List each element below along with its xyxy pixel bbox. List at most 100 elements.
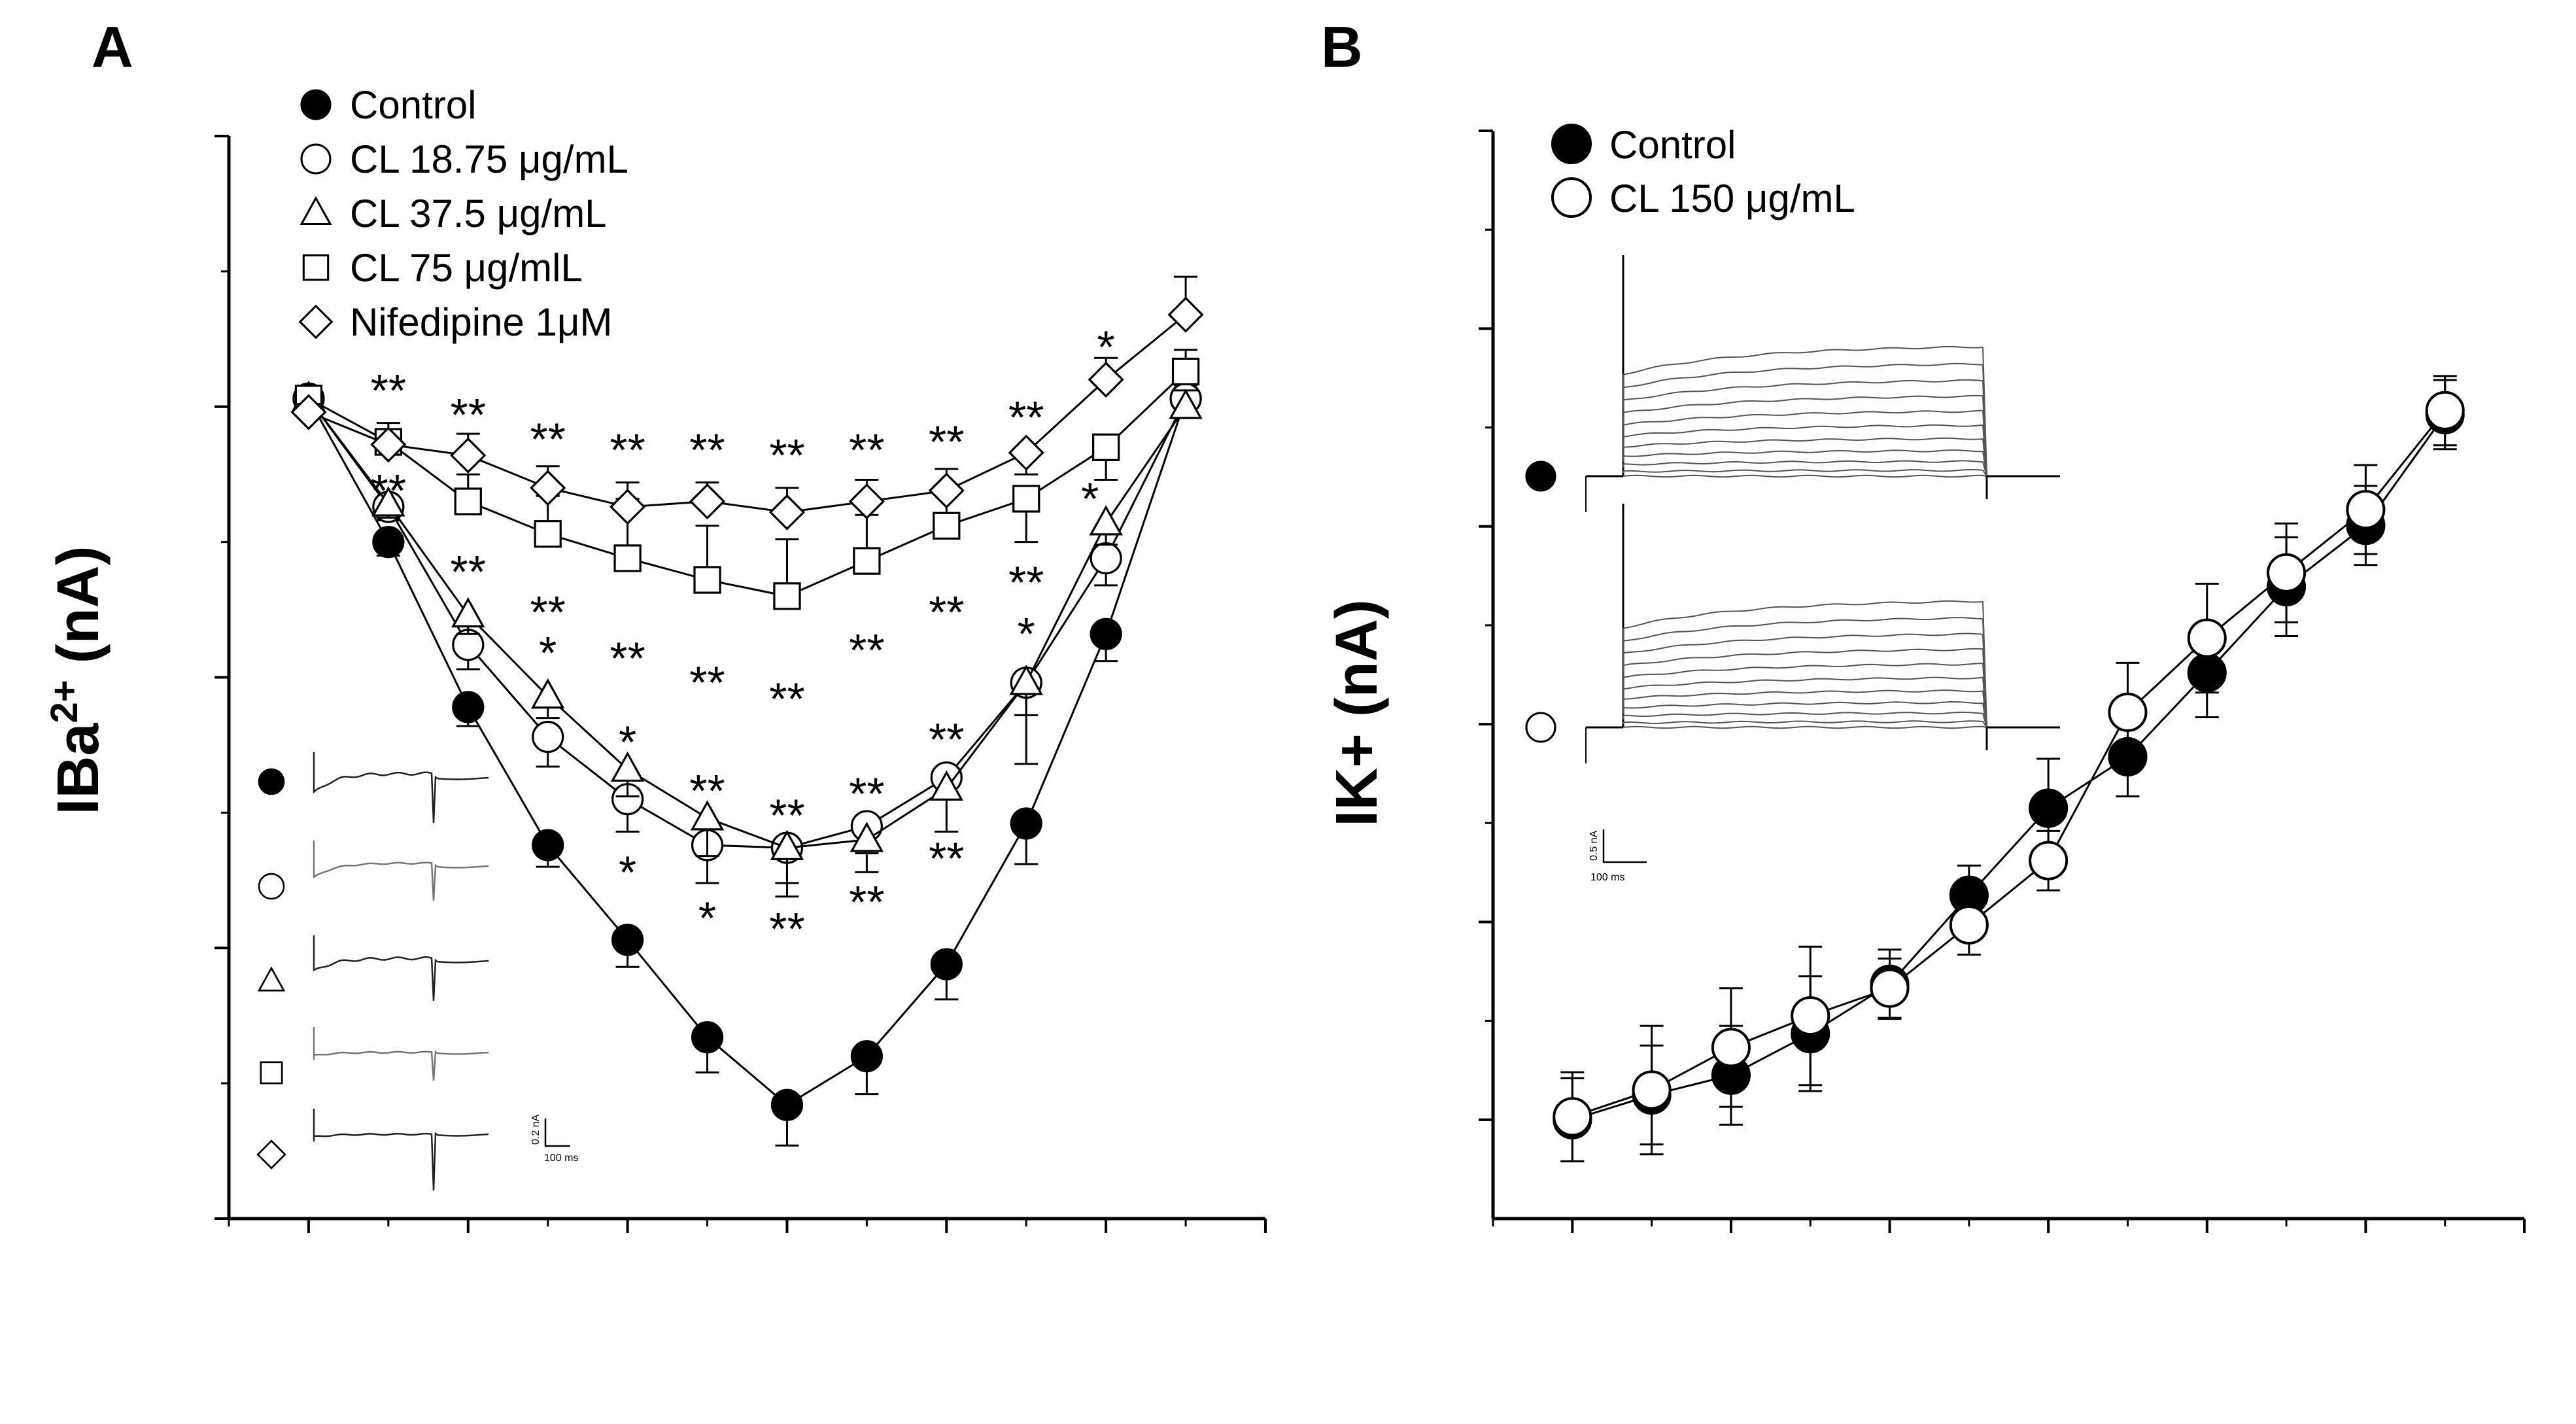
data-point xyxy=(532,720,564,754)
data-point xyxy=(450,437,487,474)
data-point xyxy=(853,547,881,575)
inset-marker xyxy=(1525,712,1556,743)
inset-trace xyxy=(313,752,489,824)
legend-marker xyxy=(300,196,332,226)
legend-marker xyxy=(298,304,334,339)
data-point xyxy=(2029,841,2069,880)
inset-marker xyxy=(260,1061,283,1085)
inset-marker xyxy=(258,768,285,795)
data-point xyxy=(1167,296,1204,333)
data-point xyxy=(1171,357,1200,386)
inset-scale-bar xyxy=(544,1119,570,1147)
panel-b-legend: Control CL 150 μg/mL xyxy=(1551,123,1855,220)
inset-trace xyxy=(1623,616,1987,728)
significance-star: * xyxy=(539,627,557,678)
significance-star: * xyxy=(1097,322,1115,373)
significance-star: ** xyxy=(769,430,804,481)
data-point xyxy=(690,800,725,831)
significance-star: ** xyxy=(929,587,964,638)
significance-star: ** xyxy=(849,768,884,819)
significance-star: ** xyxy=(689,657,725,708)
data-point xyxy=(1169,389,1203,419)
significance-star: ** xyxy=(1008,392,1044,443)
significance-star: ** xyxy=(371,365,406,416)
inset-scale-bar xyxy=(1602,829,1647,863)
legend-label: Nifedipine 1μM xyxy=(350,300,612,344)
panel-b-chart: IK+ (nA) 0.5 nA 100 ms Control CL 150 μg/m… xyxy=(1324,123,2526,1233)
data-point xyxy=(1008,434,1044,471)
inset-scale-current: 0.2 nA xyxy=(530,1114,541,1145)
inset-trace xyxy=(313,935,489,1001)
y-axis-title-base: IBa xyxy=(46,723,111,815)
data-point xyxy=(773,582,801,610)
inset-trace xyxy=(1623,474,1987,478)
legend-label: CL 150 μg/mL xyxy=(1609,177,1855,220)
significance-star: ** xyxy=(929,416,964,467)
y-axis-title-sup: 2+ xyxy=(43,680,86,723)
significance-star: * xyxy=(698,893,716,944)
inset-trace xyxy=(1623,663,1987,728)
data-point xyxy=(1791,996,1830,1036)
data-point xyxy=(848,483,885,520)
data-point xyxy=(2267,553,2307,593)
data-point xyxy=(1088,361,1124,398)
inset-marker xyxy=(257,966,286,992)
series-cl-150-g-ml xyxy=(1553,375,2465,1137)
inset-trace xyxy=(1623,676,1987,728)
significance-star: ** xyxy=(451,389,486,440)
inset-trace xyxy=(1623,701,1987,728)
legend-marker xyxy=(300,89,332,120)
inset-trace xyxy=(1623,437,1987,477)
data-point xyxy=(693,566,721,594)
data-point xyxy=(928,472,965,509)
data-point xyxy=(371,486,405,517)
series-line xyxy=(307,398,1187,849)
significance-star: ** xyxy=(610,425,645,476)
data-point xyxy=(933,512,961,540)
data-point xyxy=(1090,617,1122,650)
data-point xyxy=(2187,618,2227,658)
legend-label: Control xyxy=(350,83,476,127)
significance-star: * xyxy=(619,717,636,768)
legend-label: CL 18.75 μg/mL xyxy=(350,137,628,181)
series-cl-75-g-mll xyxy=(294,349,1200,610)
data-point xyxy=(770,829,804,861)
significance-star: ** xyxy=(371,465,406,516)
data-point xyxy=(2187,653,2227,693)
data-point xyxy=(1009,665,1043,695)
data-point xyxy=(850,1040,883,1073)
data-point xyxy=(1711,1028,1751,1068)
series-control xyxy=(1553,379,2465,1139)
data-point xyxy=(530,470,566,506)
data-point xyxy=(1949,905,1989,945)
series-cl-18-75-g-ml xyxy=(292,382,1202,884)
inset-trace xyxy=(313,1109,489,1191)
significance-star: ** xyxy=(1008,557,1044,608)
inset-trace xyxy=(1623,394,1987,477)
significance-star: ** xyxy=(689,765,725,816)
data-point xyxy=(2029,788,2069,828)
inset-trace xyxy=(1623,449,1987,477)
significance-star: ** xyxy=(849,425,884,476)
inset-trace xyxy=(1623,711,1987,728)
data-point xyxy=(1091,433,1120,461)
data-point xyxy=(611,924,644,956)
legend-marker xyxy=(302,254,330,281)
data-point xyxy=(451,597,485,628)
significance-star: ** xyxy=(451,546,486,597)
data-point xyxy=(768,494,806,530)
inset-trace xyxy=(1623,424,1987,477)
data-point xyxy=(1090,542,1122,575)
data-point xyxy=(930,948,963,981)
data-point xyxy=(610,751,645,782)
inset-marker xyxy=(258,873,285,900)
inset-trace xyxy=(1623,460,1987,477)
series-line xyxy=(1571,414,2446,1121)
data-point xyxy=(1010,807,1042,840)
series-line xyxy=(308,370,1187,597)
inset-scale-current: 0.5 nA xyxy=(1589,830,1600,861)
legend-label: Control xyxy=(1609,123,1736,167)
data-point xyxy=(1089,505,1123,536)
